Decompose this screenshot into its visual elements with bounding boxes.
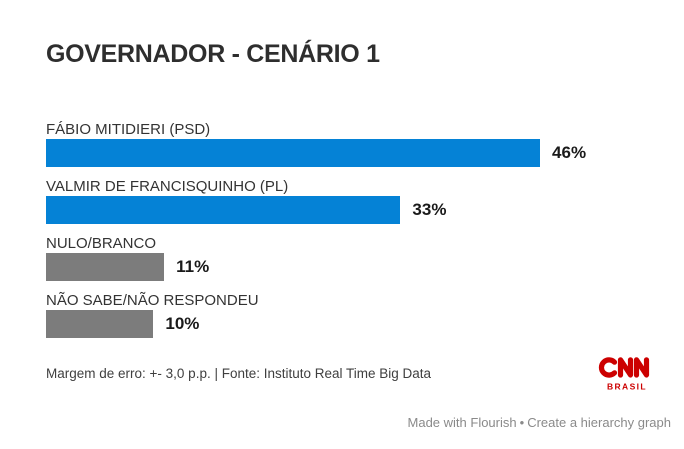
bar-category-label: NÃO SABE/NÃO RESPONDEU <box>46 292 259 309</box>
attribution-separator: • <box>519 415 525 430</box>
bar-row: FÁBIO MITIDIERI (PSD) 46% <box>46 120 651 167</box>
bar[interactable] <box>46 196 401 224</box>
bar-track: 46% <box>46 139 651 167</box>
bar-value-label: 10% <box>165 314 200 333</box>
bar-value-label: 11% <box>176 257 210 276</box>
cnn-logo-subtext: BRASIL <box>607 382 647 392</box>
bar-track: 11% <box>46 253 651 281</box>
bar-row: NÃO SABE/NÃO RESPONDEU 10% <box>46 291 651 338</box>
bar-track: 10% <box>46 310 651 338</box>
cnn-logo-icon: BRASIL <box>598 357 650 392</box>
bar-category-label: NULO/BRANCO <box>46 235 157 252</box>
bar-track: 33% <box>46 196 651 224</box>
made-with-flourish-link[interactable]: Made with Flourish <box>407 415 517 430</box>
bar[interactable] <box>46 139 541 167</box>
bar-row: NULO/BRANCO 11% <box>46 234 651 281</box>
page-title: GOVERNADOR - CENÁRIO 1 <box>46 40 380 68</box>
source-note: Margem de erro: +- 3,0 p.p. | Fonte: Ins… <box>46 366 432 381</box>
bar[interactable] <box>46 253 165 281</box>
bar-category-label: VALMIR DE FRANCISQUINHO (PL) <box>46 178 289 195</box>
flourish-attribution: Made with Flourish • Create a hierarchy gr… <box>408 415 671 430</box>
bar-value-label: 33% <box>412 200 447 219</box>
cnn-brasil-logo: BRASIL <box>598 354 656 394</box>
bar-row: VALMIR DE FRANCISQUINHO (PL) 33% <box>46 177 651 224</box>
bar-category-label: FÁBIO MITIDIERI (PSD) <box>46 121 211 138</box>
bar-chart: FÁBIO MITIDIERI (PSD) 46% VALMIR DE FRANCI… <box>46 120 651 348</box>
bar-value-label: 46% <box>552 143 587 162</box>
flourish-cta-link[interactable]: Create a hierarchy graph <box>527 415 671 430</box>
bar[interactable] <box>46 310 154 338</box>
